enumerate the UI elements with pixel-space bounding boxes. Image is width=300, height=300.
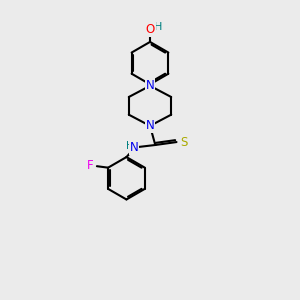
Text: H: H	[154, 22, 162, 32]
Text: N: N	[146, 79, 154, 92]
Text: F: F	[86, 159, 93, 172]
Text: O: O	[146, 23, 154, 36]
Text: H: H	[126, 141, 134, 151]
Text: N: N	[146, 78, 154, 91]
Text: S: S	[180, 136, 188, 148]
Text: N: N	[130, 141, 138, 154]
Text: N: N	[146, 119, 154, 132]
